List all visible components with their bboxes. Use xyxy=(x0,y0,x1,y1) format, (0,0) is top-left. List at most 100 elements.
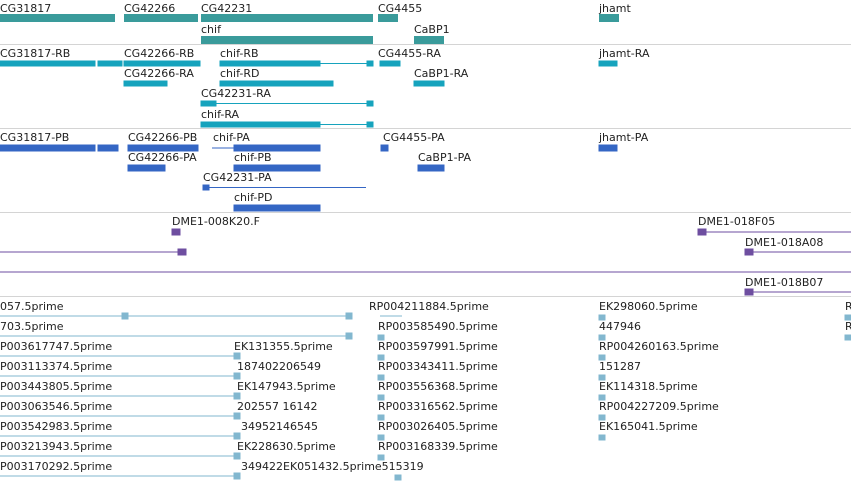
protein-bar-chif-pb xyxy=(233,164,321,172)
gene-bar-cg31817 xyxy=(0,14,115,22)
est-label[interactable]: P003170292.5prime xyxy=(0,460,113,473)
transcript-label[interactable]: CG31817-RB xyxy=(0,47,71,60)
gene-label[interactable]: CG42266 xyxy=(124,2,176,15)
transcript-label[interactable]: CG42266-RB xyxy=(124,47,195,60)
est-label[interactable]: P003213943.5prime xyxy=(0,440,113,453)
clone-label[interactable]: DME1-018A08 xyxy=(745,236,824,249)
transcript-label[interactable]: CG42231-RA xyxy=(201,87,271,100)
transcript-label[interactable]: chif-RB xyxy=(220,47,259,60)
gene-label[interactable]: CG4455 xyxy=(378,2,423,15)
est-label[interactable]: RP003316562.5prime xyxy=(378,400,498,413)
transcript-bar-cabp1-ra xyxy=(413,80,445,87)
est-label[interactable]: 187402206549 xyxy=(237,360,321,373)
transcript-bar-cg42266-ra xyxy=(123,80,168,87)
clone-label[interactable]: DME1-018B07 xyxy=(745,276,824,289)
track-separator-proteins xyxy=(0,212,851,213)
clone-bar-dme1-018b07 xyxy=(744,288,754,296)
transcript-label[interactable]: CG42266-RA xyxy=(124,67,194,80)
est-label[interactable]: 349422EK051432.5prime515319 xyxy=(241,460,424,473)
est-label[interactable]: RP003585490.5prime xyxy=(378,320,498,333)
est-label[interactable]: EK114318.5prime xyxy=(599,380,698,393)
track-separator-clones xyxy=(0,296,851,297)
clone-bar-dme1-008k20 xyxy=(171,228,181,236)
protein-bar-cg31817-pb xyxy=(0,144,96,152)
transcript-bar-cg42231-ra-exon xyxy=(366,100,374,107)
transcript-label[interactable]: chif-RD xyxy=(220,67,260,80)
gene-label[interactable]: CG31817 xyxy=(0,2,52,15)
gene-label[interactable]: CG42231 xyxy=(201,2,253,15)
est-label[interactable]: RP003597991.5prime xyxy=(378,340,498,353)
transcript-bar-cg31817-rb xyxy=(0,60,96,67)
transcript-bar-chif-ra-exon xyxy=(366,121,374,128)
clone-label[interactable]: DME1-018F05 xyxy=(698,215,776,228)
est-label[interactable]: R xyxy=(845,320,851,333)
est-label[interactable]: 447946 xyxy=(599,320,641,333)
est-label[interactable]: RP004211884.5prime xyxy=(369,300,489,313)
est-label[interactable]: P003063546.5prime xyxy=(0,400,113,413)
protein-bar-cg31817-pb-exon xyxy=(97,144,119,152)
gene-bar-jhamt xyxy=(599,14,619,22)
gene-bar-chif xyxy=(201,36,373,44)
gene-label[interactable]: CaBP1 xyxy=(414,23,450,36)
est-label[interactable]: P003443805.5prime xyxy=(0,380,113,393)
est-label[interactable]: EK228630.5prime xyxy=(237,440,336,453)
transcript-label[interactable]: CG4455-RA xyxy=(378,47,441,60)
est-label[interactable]: RP003026405.5prime xyxy=(378,420,498,433)
clone-bar-dme1-018a08 xyxy=(744,248,754,256)
est-label[interactable]: EK147943.5prime xyxy=(237,380,336,393)
protein-label[interactable]: CG42266-PA xyxy=(128,151,197,164)
transcript-label[interactable]: chif-RA xyxy=(201,108,240,121)
est-label[interactable]: EK131355.5prime xyxy=(234,340,333,353)
est-label[interactable]: 057.5prime xyxy=(0,300,64,313)
transcript-bar-chif-rd xyxy=(219,80,334,87)
est-label[interactable]: RP003556368.5prime xyxy=(378,380,498,393)
est-label[interactable]: 703.5prime xyxy=(0,320,64,333)
clone-label[interactable]: DME1-008K20.F xyxy=(172,215,260,228)
est-label[interactable]: 202557 16142 xyxy=(237,400,318,413)
protein-label[interactable]: CG31817-PB xyxy=(0,131,70,144)
transcript-bar-cg42231-ra xyxy=(200,100,217,107)
est-label[interactable]: RP003343411.5prime xyxy=(378,360,498,373)
gene-label[interactable]: jhamt xyxy=(599,2,631,15)
clone-bar-dme1-008k20-end xyxy=(177,248,187,256)
protein-label[interactable]: chif-PD xyxy=(234,191,273,204)
track-separator-genes xyxy=(0,44,851,45)
est-label[interactable]: 34952146545 xyxy=(241,420,318,433)
est-label[interactable]: P003113374.5prime xyxy=(0,360,113,373)
transcript-bar-cg4455-ra xyxy=(379,60,401,67)
transcript-bar-chif-ra xyxy=(200,121,321,128)
track-separator-transcripts xyxy=(0,128,851,129)
clone-bar-dme1-018f05 xyxy=(697,228,707,236)
gene-bar-cabp1 xyxy=(414,36,444,44)
protein-bar-cg42266-pb xyxy=(127,144,199,152)
transcript-bar-jhamt-ra xyxy=(598,60,618,67)
protein-label[interactable]: CG42231-PA xyxy=(203,171,272,184)
est-label[interactable]: RP003168339.5prime xyxy=(378,440,498,453)
protein-label[interactable]: CG4455-PA xyxy=(383,131,445,144)
protein-label[interactable]: jhamt-PA xyxy=(599,131,649,144)
protein-bar-cg42266-pa xyxy=(127,164,166,172)
est-label[interactable]: EK298060.5prime xyxy=(599,300,698,313)
gene-bar-cg4455 xyxy=(378,14,398,22)
est-label[interactable]: P003617747.5prime xyxy=(0,340,113,353)
protein-label[interactable]: chif-PB xyxy=(234,151,272,164)
transcript-bar-chif-rb xyxy=(219,60,321,67)
transcript-label[interactable]: CaBP1-RA xyxy=(414,67,469,80)
protein-bar-cg4455-pa xyxy=(380,144,389,152)
protein-bar-cabp1-pa xyxy=(417,164,445,172)
protein-label[interactable]: chif-PA xyxy=(213,131,250,144)
est-label[interactable]: R xyxy=(845,300,851,313)
protein-bar-chif-pd xyxy=(233,204,321,212)
est-label[interactable]: P003542983.5prime xyxy=(0,420,113,433)
protein-label[interactable]: CaBP1-PA xyxy=(418,151,472,164)
gene-label[interactable]: chif xyxy=(201,23,221,36)
transcript-bar-cg42266-rb xyxy=(123,60,201,67)
est-label[interactable]: 151287 xyxy=(599,360,641,373)
est-label[interactable]: EK165041.5prime xyxy=(599,420,698,433)
transcript-label[interactable]: jhamt-RA xyxy=(599,47,650,60)
protein-label[interactable]: CG42266-PB xyxy=(128,131,198,144)
est-label[interactable]: RP004260163.5prime xyxy=(599,340,719,353)
est-label[interactable]: RP004227209.5prime xyxy=(599,400,719,413)
gene-bar-cg42266 xyxy=(124,14,198,22)
